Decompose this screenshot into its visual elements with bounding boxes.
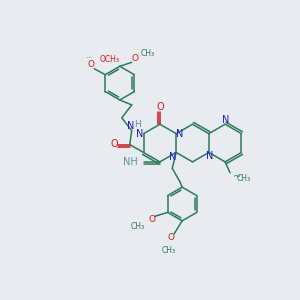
Text: CH₃: CH₃ xyxy=(141,49,155,58)
Text: O: O xyxy=(131,54,138,63)
Text: H: H xyxy=(134,120,141,129)
Text: N: N xyxy=(169,152,176,162)
Text: CH₃: CH₃ xyxy=(161,246,175,255)
Text: N: N xyxy=(222,115,230,125)
Text: N: N xyxy=(176,129,184,139)
Text: N: N xyxy=(136,129,143,139)
Text: O: O xyxy=(168,233,175,242)
Text: N: N xyxy=(127,121,134,131)
Text: CH₃: CH₃ xyxy=(131,222,145,231)
Text: CH₃: CH₃ xyxy=(237,174,251,183)
Text: ~: ~ xyxy=(233,172,241,182)
Text: methoxy: methoxy xyxy=(87,57,94,58)
Text: O: O xyxy=(156,102,164,112)
Text: O: O xyxy=(88,60,95,69)
Text: NH: NH xyxy=(123,157,138,167)
Text: OCH₃: OCH₃ xyxy=(99,55,119,64)
Text: O: O xyxy=(148,215,155,224)
Text: N: N xyxy=(206,152,214,161)
Text: O: O xyxy=(110,139,118,148)
